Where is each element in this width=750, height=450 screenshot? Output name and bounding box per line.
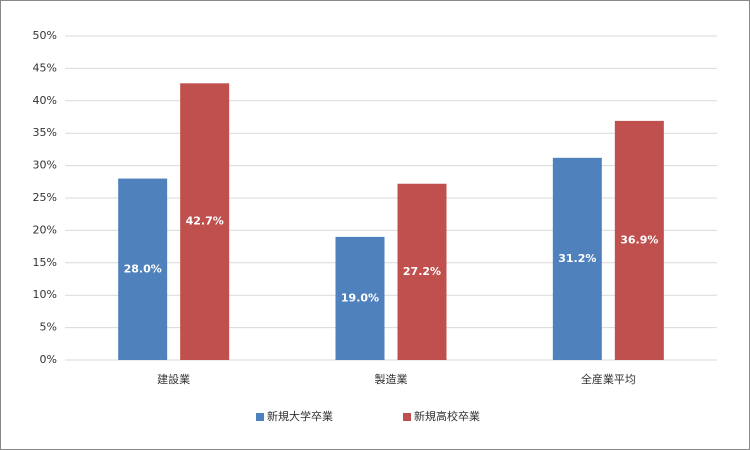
x-tick-label: 建設業 — [157, 372, 190, 386]
legend-swatch — [403, 413, 411, 421]
bar — [180, 83, 230, 360]
y-tick-label: 35% — [33, 126, 57, 139]
y-tick-label: 0% — [40, 353, 57, 366]
x-tick-label: 全産業平均 — [581, 372, 636, 386]
y-tick-label: 25% — [33, 191, 57, 204]
legend-swatch — [256, 413, 264, 421]
bar — [118, 178, 168, 360]
y-tick-label: 40% — [33, 94, 57, 107]
data-label: 31.2% — [558, 252, 596, 265]
y-tick-label: 50% — [33, 29, 57, 42]
y-tick-label: 10% — [33, 288, 57, 301]
data-label: 42.7% — [186, 215, 224, 228]
legend-label: 新規大学卒業 — [267, 409, 333, 423]
y-tick-label: 5% — [40, 321, 57, 334]
bar — [397, 183, 447, 360]
legend-label: 新規高校卒業 — [414, 409, 480, 423]
data-label: 19.0% — [341, 291, 379, 304]
bar — [614, 120, 664, 360]
x-tick-label: 製造業 — [375, 372, 408, 386]
y-tick-label: 30% — [33, 159, 57, 172]
bar — [552, 157, 602, 360]
y-tick-label: 15% — [33, 256, 57, 269]
bar — [335, 236, 385, 360]
data-label: 36.9% — [620, 233, 658, 246]
y-tick-label: 45% — [33, 61, 57, 74]
y-tick-label: 20% — [33, 223, 57, 236]
data-label: 28.0% — [124, 262, 162, 275]
data-label: 27.2% — [403, 265, 441, 278]
